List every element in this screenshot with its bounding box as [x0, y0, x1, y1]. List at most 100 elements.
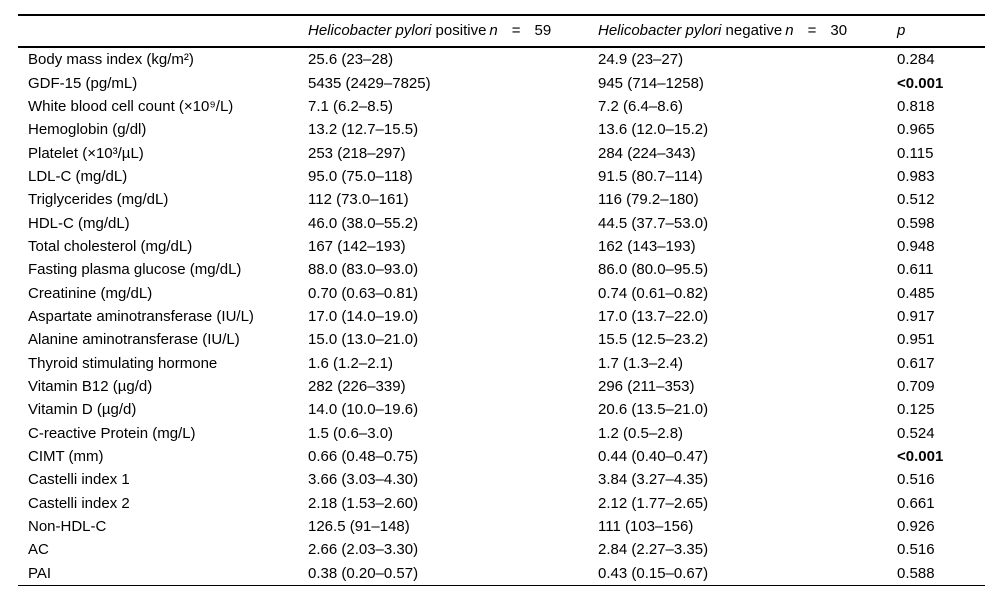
table-row: PAI 0.38 (0.20–0.57) 0.43 (0.15–0.67) 0.…: [18, 562, 985, 585]
row-variable-label: Non-HDL-C: [28, 518, 107, 536]
equals-sign: =: [807, 22, 817, 40]
row-positive-value: 5435 (2429–7825): [308, 74, 431, 92]
row-positive-value: 7.1 (6.2–8.5): [308, 97, 394, 115]
n-count: 30: [830, 22, 848, 40]
row-variable-label: CIMT (mm): [28, 448, 104, 466]
table-row: Vitamin D (µg/d) 14.0 (10.0–19.6) 20.6 (…: [18, 398, 985, 421]
table-top-rule: [18, 14, 985, 16]
row-p-value: 0.983: [897, 167, 935, 185]
table-row: Creatinine (mg/dL) 0.70 (0.63–0.81) 0.74…: [18, 281, 985, 304]
comparison-table: Helicobacter pylori positive n = 59 Helicob…: [18, 14, 985, 587]
row-positive-value: 1.6 (1.2–2.1): [308, 354, 394, 372]
row-variable-label: PAI: [28, 564, 52, 582]
row-positive-value: 95.0 (75.0–118): [308, 167, 413, 185]
row-negative-value: 17.0 (13.7–22.0): [598, 307, 709, 325]
row-negative-value: 0.44 (0.40–0.47): [598, 448, 709, 466]
row-negative-value: 116 (79.2–180): [598, 191, 699, 209]
row-p-value: 0.524: [897, 424, 935, 442]
table-row: Castelli index 1 3.66 (3.03–4.30) 3.84 (…: [18, 468, 985, 491]
row-variable-label: Thyroid stimulating hormone: [28, 354, 218, 372]
row-p-value: 0.115: [897, 144, 934, 162]
row-p-value: 0.611: [897, 261, 934, 279]
row-variable-label: Body mass index (kg/m²): [28, 51, 194, 69]
row-positive-value: 0.70 (0.63–0.81): [308, 284, 419, 302]
table-body: Body mass index (kg/m²) 25.6 (23–28) 24.…: [18, 48, 985, 585]
row-p-value: 0.926: [897, 518, 935, 536]
row-variable-label: White blood cell count (×10⁹/L): [28, 97, 234, 115]
row-p-value: 0.917: [897, 307, 935, 325]
row-variable-label: Triglycerides (mg/dL): [28, 191, 169, 209]
row-positive-value: 14.0 (10.0–19.6): [308, 401, 419, 419]
row-positive-value: 13.2 (12.7–15.5): [308, 121, 419, 139]
row-p-value: 0.125: [897, 401, 935, 419]
row-negative-value: 296 (211–353): [598, 377, 695, 395]
row-negative-value: 1.7 (1.3–2.4): [598, 354, 684, 372]
row-variable-label: C-reactive Protein (mg/L): [28, 424, 196, 442]
row-p-value: 0.951: [897, 331, 935, 349]
row-variable-label: Vitamin B12 (µg/d): [28, 377, 153, 395]
row-variable-label: Castelli index 1: [28, 471, 130, 489]
row-negative-value: 20.6 (13.5–21.0): [598, 401, 709, 419]
table-row: LDL-C (mg/dL) 95.0 (75.0–118) 91.5 (80.7…: [18, 165, 985, 188]
table-row: White blood cell count (×10⁹/L) 7.1 (6.2…: [18, 95, 985, 118]
table-row: Castelli index 2 2.18 (1.53–2.60) 2.12 (…: [18, 492, 985, 515]
row-positive-value: 17.0 (14.0–19.0): [308, 307, 419, 325]
row-positive-value: 15.0 (13.0–21.0): [308, 331, 419, 349]
row-positive-value: 253 (218–297): [308, 144, 406, 162]
table-header-rule: [18, 46, 985, 48]
row-p-value: 0.284: [897, 51, 935, 69]
row-positive-value: 1.5 (0.6–3.0): [308, 424, 394, 442]
row-variable-label: Total cholesterol (mg/dL): [28, 237, 193, 255]
table-row: Total cholesterol (mg/dL) 167 (142–193) …: [18, 235, 985, 258]
row-p-value: 0.598: [897, 214, 935, 232]
row-p-value: 0.818: [897, 97, 935, 115]
row-negative-value: 111 (103–156): [598, 518, 694, 536]
header-hp-positive: Helicobacter pylori positive n = 59: [308, 22, 598, 39]
row-p-value: 0.948: [897, 237, 935, 255]
n-count: 59: [534, 22, 552, 40]
table-row: Non-HDL-C 126.5 (91–148) 111 (103–156) 0…: [18, 515, 985, 538]
table-header-row: Helicobacter pylori positive n = 59 Helicob…: [18, 16, 985, 47]
row-positive-value: 112 (73.0–161): [308, 191, 409, 209]
table-row: C-reactive Protein (mg/L) 1.5 (0.6–3.0) …: [18, 422, 985, 445]
row-negative-value: 945 (714–1258): [598, 74, 704, 92]
row-negative-value: 15.5 (12.5–23.2): [598, 331, 709, 349]
row-variable-label: Creatinine (mg/dL): [28, 284, 153, 302]
row-variable-label: Alanine aminotransferase (IU/L): [28, 331, 240, 349]
row-p-value: <0.001: [897, 74, 944, 92]
row-negative-value: 2.12 (1.77–2.65): [598, 494, 709, 512]
table-row: Fasting plasma glucose (mg/dL) 88.0 (83.…: [18, 258, 985, 281]
row-p-value: 0.617: [897, 354, 935, 372]
row-negative-value: 24.9 (23–27): [598, 51, 684, 69]
equals-sign: =: [511, 22, 521, 40]
row-negative-value: 284 (224–343): [598, 144, 696, 162]
row-variable-label: Castelli index 2: [28, 494, 130, 512]
table-row: HDL-C (mg/dL) 46.0 (38.0–55.2) 44.5 (37.…: [18, 211, 985, 234]
row-p-value: 0.516: [897, 541, 935, 559]
row-p-value: 0.485: [897, 284, 935, 302]
row-positive-value: 3.66 (3.03–4.30): [308, 471, 419, 489]
row-negative-value: 7.2 (6.4–8.6): [598, 97, 684, 115]
group-status: negative: [721, 22, 783, 40]
row-variable-label: HDL-C (mg/dL): [28, 214, 130, 232]
row-positive-value: 25.6 (23–28): [308, 51, 394, 69]
row-positive-value: 0.66 (0.48–0.75): [308, 448, 419, 466]
row-positive-value: 88.0 (83.0–93.0): [308, 261, 419, 279]
table-row: Vitamin B12 (µg/d) 282 (226–339) 296 (21…: [18, 375, 985, 398]
row-variable-label: AC: [28, 541, 49, 559]
row-negative-value: 2.84 (2.27–3.35): [598, 541, 709, 559]
row-variable-label: Platelet (×10³/µL): [28, 144, 144, 162]
table-row: GDF-15 (pg/mL) 5435 (2429–7825) 945 (714…: [18, 71, 985, 94]
row-p-value: 0.661: [897, 494, 935, 512]
row-positive-value: 126.5 (91–148): [308, 518, 410, 536]
row-negative-value: 1.2 (0.5–2.8): [598, 424, 684, 442]
row-positive-value: 46.0 (38.0–55.2): [308, 214, 419, 232]
row-variable-label: GDF-15 (pg/mL): [28, 74, 138, 92]
row-positive-value: 282 (226–339): [308, 377, 406, 395]
table-row: Triglycerides (mg/dL) 112 (73.0–161) 116…: [18, 188, 985, 211]
header-hp-negative: Helicobacter pylori negative n = 30: [598, 22, 897, 39]
table-row: CIMT (mm) 0.66 (0.48–0.75) 0.44 (0.40–0.…: [18, 445, 985, 468]
row-variable-label: Hemoglobin (g/dl): [28, 121, 147, 139]
row-negative-value: 162 (143–193): [598, 237, 696, 255]
row-p-value: 0.516: [897, 471, 935, 489]
